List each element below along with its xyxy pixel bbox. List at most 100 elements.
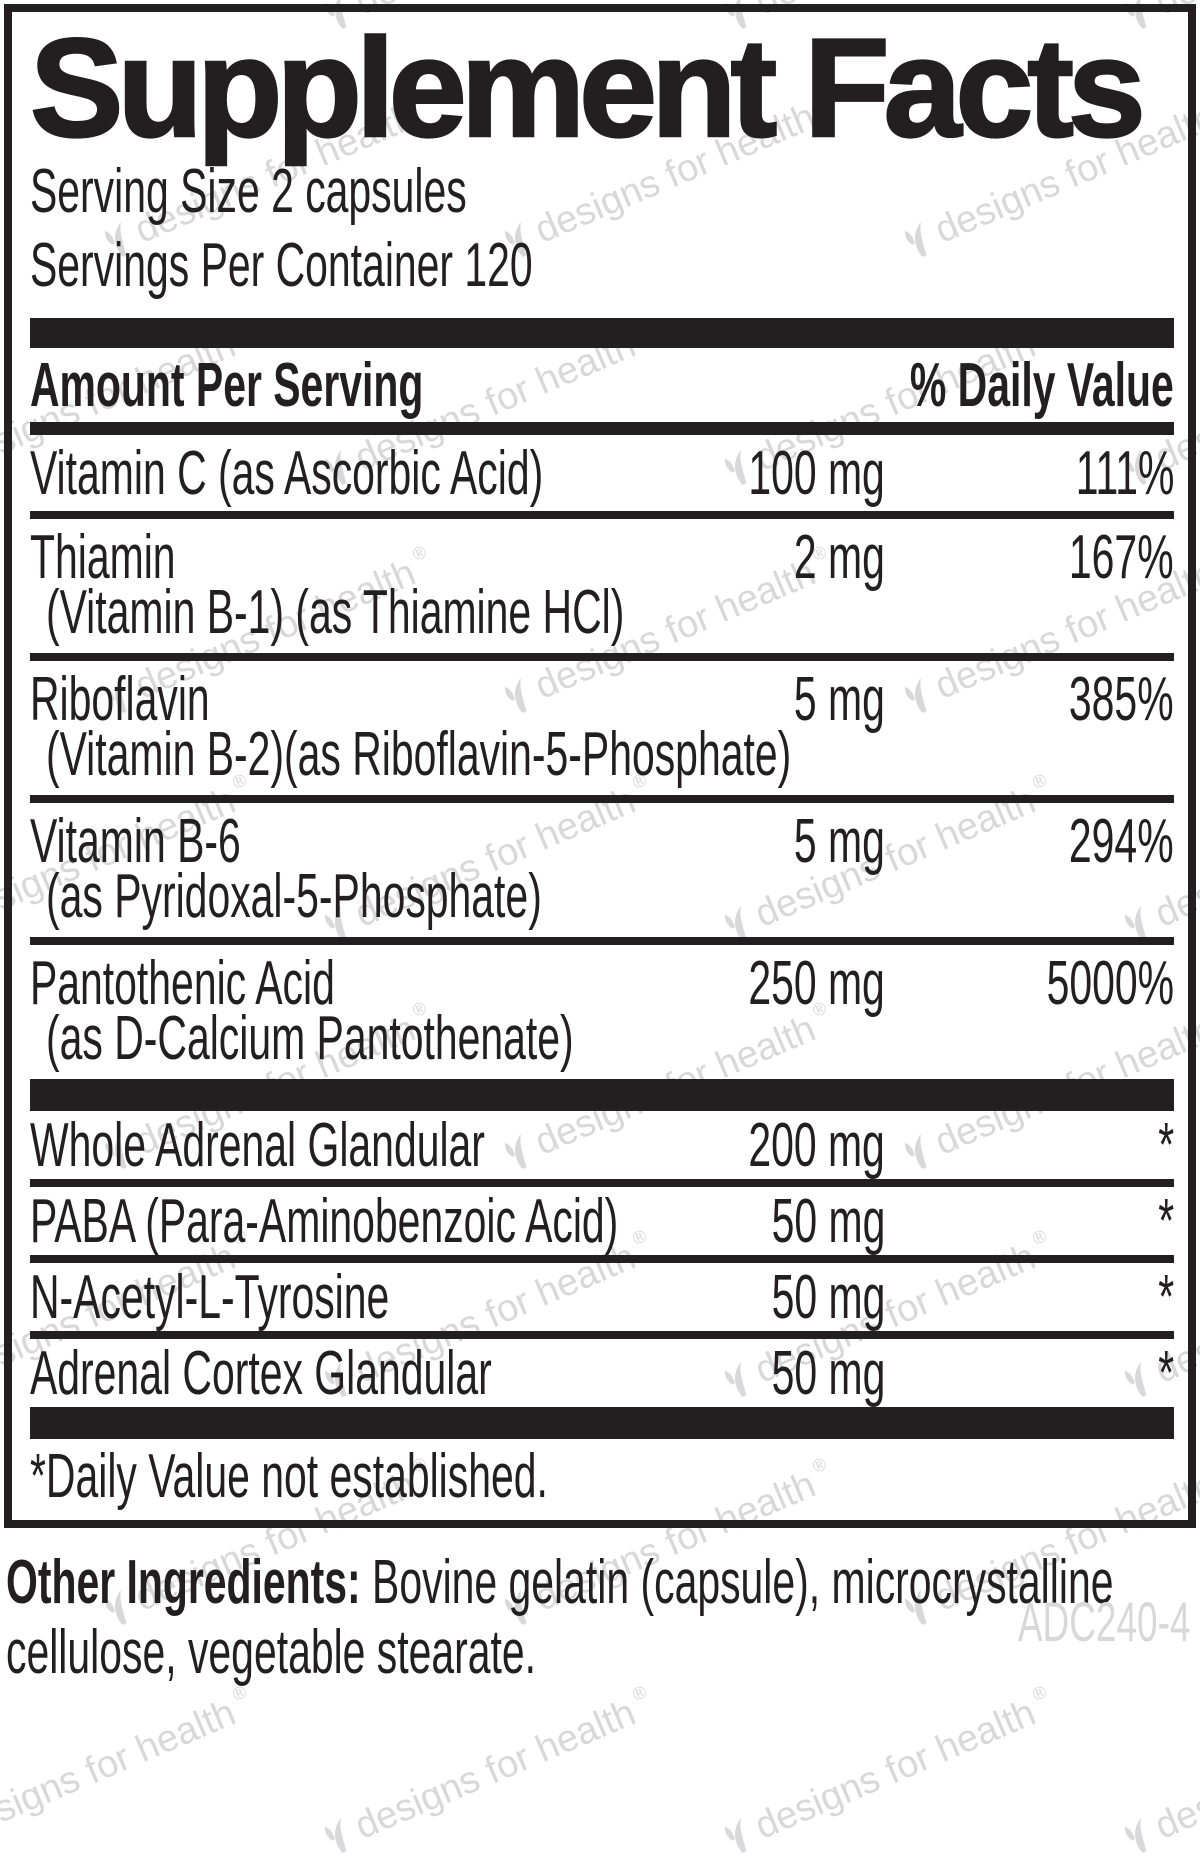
watermark: designs for health® (497, 1454, 839, 1632)
watermark-text: designs for health (1149, 1692, 1200, 1848)
serving-size: Serving Size 2 capsules (30, 157, 467, 226)
dfh-leaf-logo-icon (105, 221, 127, 257)
watermark: designs for health® (1117, 774, 1200, 948)
dfh-leaf-logo-icon (725, 905, 747, 941)
other-ingredients-text: cellulose, vegetable stearate. (6, 1618, 537, 1687)
dfh-leaf-logo-icon (725, 1817, 747, 1853)
table-row: Thiamin 2 mg 167% (Vitamin B-1) (as Thia… (30, 511, 1174, 653)
dfh-leaf-logo-icon (325, 1817, 347, 1853)
ingredient-name: Pantothenic Acid (30, 949, 335, 1018)
watermark: designs for health® (717, 314, 1059, 492)
ingredient-form: (as D-Calcium Pantothenate) (46, 1004, 574, 1073)
watermark: designs for health® (497, 542, 839, 720)
product-code: ADC240-4 (1017, 1590, 1190, 1653)
section-divider-bar (30, 1407, 1174, 1439)
ingredient-amount: 5 mg (794, 665, 885, 734)
watermark: designs for health® (1117, 1230, 1200, 1404)
ingredient-daily-value: 167% (1069, 523, 1174, 592)
ingredient-name: Whole Adrenal Glandular (30, 1111, 485, 1180)
watermark: designs for health® (317, 770, 659, 948)
ingredient-daily-value: 294% (1069, 807, 1174, 876)
supplement-facts-panel: Supplement Facts Serving Size 2 capsules… (4, 4, 1196, 1528)
ingredient-amount: 50 mg (771, 1339, 885, 1408)
ingredient-name: Vitamin B-6 (30, 807, 241, 876)
dfh-leaf-logo-icon (325, 449, 347, 485)
ingredient-amount: 5 mg (794, 807, 885, 876)
ingredient-amount: 2 mg (794, 523, 885, 592)
dfh-leaf-logo-icon (105, 1589, 127, 1625)
watermark-text: designs for health (749, 1691, 1042, 1848)
header-divider-bar (30, 422, 1174, 435)
ingredient-name: Riboflavin (30, 665, 210, 734)
section-divider-bar (30, 318, 1174, 348)
ingredient-amount: 50 mg (771, 1187, 885, 1256)
other-ingredients: Other Ingredients: Bovine gelatin (capsu… (6, 1548, 1200, 1688)
table-row: Riboflavin 5 mg 385% (Vitamin B-2)(as Ri… (30, 653, 1174, 795)
dfh-leaf-logo-icon (1125, 905, 1147, 941)
dfh-leaf-logo-icon (105, 1133, 127, 1169)
watermark: designs for health® (97, 86, 439, 264)
dfh-leaf-logo-icon (325, 905, 347, 941)
watermark: designs for health® (97, 998, 439, 1176)
watermark: designs for health® (317, 1682, 659, 1860)
dfh-leaf-logo-icon (725, 1361, 747, 1397)
ingredient-form: (Vitamin B-2)(as Riboflavin-5-Phosphate) (46, 720, 792, 789)
watermark: designs for health® (97, 542, 439, 720)
dfh-leaf-logo-icon (905, 1589, 927, 1625)
ingredient-amount: 50 mg (771, 1263, 885, 1332)
dfh-leaf-logo-icon (1125, 449, 1147, 485)
ingredient-name: Thiamin (30, 523, 176, 592)
watermark: designs for health® (97, 1454, 439, 1632)
ingredient-name: N-Acetyl-L-Tyrosine (30, 1263, 390, 1332)
dfh-leaf-logo-icon (505, 221, 527, 257)
other-ingredients-label: Other Ingredients: (6, 1548, 361, 1617)
watermark: designs for health® (717, 770, 1059, 948)
watermark: designs for health® (897, 1002, 1200, 1176)
watermark: designs for health® (897, 1458, 1200, 1632)
dfh-leaf-logo-icon (905, 221, 927, 257)
ingredient-form: (as Pyridoxal-5-Phosphate) (46, 862, 542, 931)
ingredient-name: Adrenal Cortex Glandular (30, 1339, 492, 1408)
dfh-leaf-logo-icon (905, 1133, 927, 1169)
dfh-leaf-logo-icon (1125, 1361, 1147, 1397)
daily-value-header: % Daily Value (910, 351, 1174, 420)
table-row: Pantothenic Acid 250 mg 5000% (as D-Calc… (30, 937, 1174, 1079)
ingredient-amount: 100 mg (748, 439, 885, 508)
watermark: designs for health® (897, 546, 1200, 720)
dfh-leaf-logo-icon (505, 1133, 527, 1169)
ingredient-daily-value: * (1158, 1263, 1174, 1332)
table-row: PABA (Para-Aminobenzoic Acid) 50 mg * (30, 1179, 1174, 1255)
table-row: Vitamin B-6 5 mg 294% (as Pyridoxal-5-Ph… (30, 795, 1174, 937)
nutrient-table: Vitamin C (as Ascorbic Acid) 100 mg 111%… (30, 435, 1174, 1079)
watermark-text: designs for health (0, 1691, 242, 1848)
dfh-leaf-logo-icon (1125, 1817, 1147, 1853)
ingredient-amount: 200 mg (748, 1111, 885, 1180)
table-row: Whole Adrenal Glandular 200 mg * (30, 1111, 1174, 1179)
dfh-leaf-logo-icon (725, 449, 747, 485)
amount-per-serving-header: Amount Per Serving (30, 351, 424, 420)
ingredient-amount: 250 mg (748, 949, 885, 1018)
other-ingredients-text: Bovine gelatin (capsule), microcrystalli… (372, 1548, 1114, 1617)
watermark-text: designs for health (349, 1691, 642, 1848)
ingredient-form: (Vitamin B-1) (as Thiamine HCl) (46, 578, 625, 647)
ingredient-daily-value: * (1158, 1339, 1174, 1408)
ingredient-daily-value: * (1158, 1111, 1174, 1180)
dfh-leaf-logo-icon (905, 677, 927, 713)
ingredient-daily-value: * (1158, 1187, 1174, 1256)
ingredient-name: Vitamin C (as Ascorbic Acid) (30, 439, 544, 508)
table-header: Amount Per Serving % Daily Value (30, 348, 1174, 422)
watermark: designs for health® (1117, 1686, 1200, 1860)
table-row: Vitamin C (as Ascorbic Acid) 100 mg 111% (30, 435, 1174, 511)
watermark: designs for health® (0, 1682, 259, 1860)
dfh-leaf-logo-icon (325, 1361, 347, 1397)
other-ingredients-line: cellulose, vegetable stearate. (6, 1618, 1200, 1688)
watermark: designs for health® (717, 1682, 1059, 1860)
watermark: designs for health® (717, 1226, 1059, 1404)
ingredient-daily-value: 385% (1069, 665, 1174, 734)
watermark: designs for health® (497, 86, 839, 264)
ingredient-name: PABA (Para-Aminobenzoic Acid) (30, 1187, 619, 1256)
watermark: designs for health® (1117, 318, 1200, 492)
panel-title: Supplement Facts (29, 9, 1147, 166)
dfh-leaf-logo-icon (505, 677, 527, 713)
